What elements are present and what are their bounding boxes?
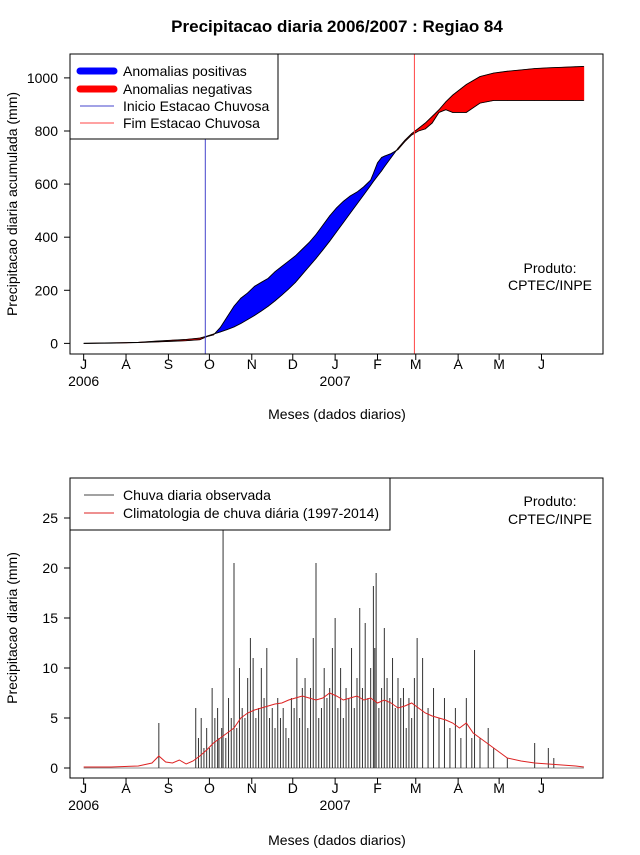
legend-positive-label: Anomalias positivas [123,63,247,79]
cumulative-x-tick-label: M [410,356,422,372]
daily-y-axis-label: Precipitacao diaria (mm) [4,552,20,704]
climatological-cumulative-line [83,66,584,344]
daily-x-tick-label: J [80,780,87,796]
daily-legend-box [69,477,391,531]
daily-x-tick-label: J [332,780,339,796]
daily-x-tick-label: M [410,780,422,796]
cumulative-y-axis-label: Precipitacao diaria acumulada (mm) [4,92,20,316]
cumulative-x-tick-label: J [538,356,545,372]
daily-x-tick-label: A [121,780,131,796]
daily-x-tick-label: A [453,780,463,796]
cumulative-x-tick-label: A [121,356,131,372]
daily-y-tick-label: 5 [50,710,58,726]
cumulative-x-tick-label: A [453,356,463,372]
cumulative-x-tick-label: F [373,356,382,372]
legend-season-end-label: Fim Estacao Chuvosa [123,115,260,131]
cumulative-y-tick-label: 200 [35,282,59,298]
negative-anomaly-area [493,70,508,101]
cumulative-y-tick-label: 1000 [27,70,58,86]
cumulative-legend: Anomalias positivas Anomalias negativas … [69,53,279,140]
daily-year-label: 2006 [68,797,99,813]
daily-product-source: CPTEC/INPE [508,511,592,527]
cumulative-chart: Precipitacao diaria 2006/2007 : Regiao 8… [4,17,604,422]
negative-anomaly-area [479,72,494,104]
daily-x-tick-label: S [164,780,173,796]
negative-anomaly-area [520,68,535,101]
negative-anomaly-area [561,66,576,101]
daily-x-tick-label: F [373,780,382,796]
daily-y-tick-label: 25 [42,510,58,526]
daily-plot-area [83,528,584,769]
legend-climatology-label: Climatologia de chuva diária (1997-2014) [123,505,379,521]
observed-cumulative-line [83,100,584,344]
cumulative-y-tick-label: 800 [35,123,59,139]
daily-x-tick-label: N [247,780,257,796]
daily-y-tick-label: 20 [42,560,58,576]
daily-x-tick-label: D [288,780,298,796]
daily-y-tick-label: 0 [50,760,58,776]
cumulative-plot-area [83,54,585,354]
negative-anomaly-area [507,69,522,101]
negative-anomaly-area [575,66,585,101]
cumulative-year-label: 2007 [320,373,351,389]
legend-observed-label: Chuva diaria observada [123,487,271,503]
daily-year-label: 2007 [320,797,351,813]
cumulative-x-tick-label: M [493,356,505,372]
cumulative-plot-frame [69,53,604,355]
cumulative-y-tick-label: 0 [50,335,58,351]
cumulative-x-tick-label: N [247,356,257,372]
cumulative-x-tick-label: S [164,356,173,372]
positive-anomaly-area [261,277,269,312]
climatology-daily-line [83,692,584,768]
cumulative-x-axis-label: Meses (dados diarios) [268,406,406,422]
cumulative-y-tick-label: 600 [35,176,59,192]
negative-anomaly-area [534,67,549,101]
cumulative-product-label: Produto: [524,260,577,276]
daily-x-axis-label: Meses (dados diarios) [268,832,406,848]
cumulative-year-label: 2006 [68,373,99,389]
cumulative-x-tick-label: J [80,356,87,372]
legend-negative-label: Anomalias negativas [123,81,252,97]
positive-anomaly-area [254,281,262,317]
daily-x-tick-label: O [204,780,215,796]
daily-product-label: Produto: [524,493,577,509]
daily-legend: Chuva diaria observada Climatologia de c… [69,477,391,531]
cumulative-product-source: CPTEC/INPE [508,277,592,293]
daily-x-tick-label: J [538,780,545,796]
cumulative-x-tick-label: J [332,356,339,372]
daily-y-tick-label: 10 [42,660,58,676]
chart-title: Precipitacao diaria 2006/2007 : Regiao 8… [171,17,503,36]
cumulative-x-tick-label: O [204,356,215,372]
negative-anomaly-area [548,66,563,101]
daily-y-tick-label: 15 [42,610,58,626]
daily-x-tick-label: M [493,780,505,796]
cumulative-y-tick-label: 400 [35,229,59,245]
legend-season-start-label: Inicio Estacao Chuvosa [123,98,270,114]
cumulative-x-tick-label: D [288,356,298,372]
